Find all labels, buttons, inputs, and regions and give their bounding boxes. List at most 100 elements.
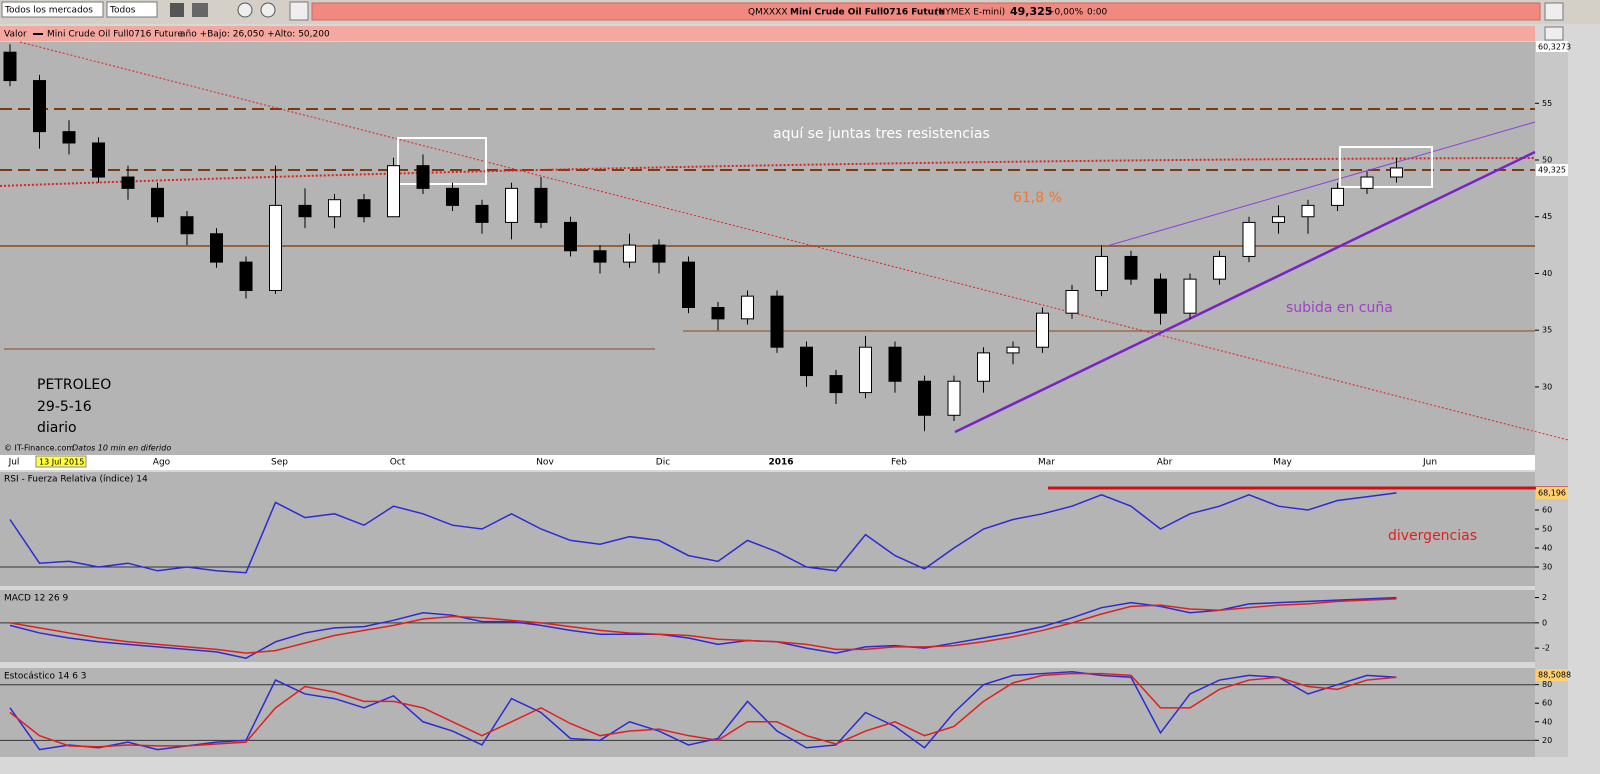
candle-body (3, 51, 17, 82)
candle-body (357, 199, 371, 218)
x-tick-label: Abr (1157, 458, 1173, 468)
candle-body (121, 176, 135, 189)
info-button[interactable] (260, 2, 276, 18)
close-button[interactable] (1544, 26, 1564, 41)
candle-body (62, 131, 76, 144)
panel-title: MACD 12 26 9 (4, 594, 68, 604)
change: +0,00% (1047, 8, 1084, 18)
cursor-box (35, 455, 87, 468)
tool-button[interactable] (1544, 2, 1564, 21)
candle-body (239, 261, 253, 291)
source-note: Datos 10 min en diferido (72, 444, 171, 453)
candle-body (33, 80, 46, 133)
last-label: 88,5088 (1538, 671, 1571, 680)
candle-body (328, 199, 341, 218)
candle-body (92, 142, 105, 178)
candle-body (741, 295, 754, 320)
y-tick-label: 40 (1542, 269, 1552, 278)
y-tick-label: 60 (1542, 506, 1552, 515)
wedge-lower (954, 150, 1536, 434)
candle-body (770, 295, 784, 348)
exchange: (NYMEX E-mini) (935, 8, 1005, 18)
x-tick-label: Jul (8, 458, 20, 468)
market-select[interactable] (1, 1, 104, 18)
candle-body (1331, 187, 1344, 206)
y-tick-label: 35 (1542, 326, 1552, 335)
x-tick-label: Feb (891, 458, 907, 468)
y-tick-label: 50 (1542, 525, 1552, 534)
panel-title: RSI - Fuerza Relativa (índice) 14 (4, 475, 148, 485)
y-tick-label: 30 (1542, 382, 1552, 391)
candle-body (1272, 216, 1285, 223)
value-box (1536, 669, 1568, 681)
cursor-label: 13 Jul 2015 (39, 458, 84, 467)
candle-body (593, 250, 607, 263)
last-label: 68,196 (1538, 489, 1566, 498)
strip-range: año +Bajo: 26,050 +Alto: 50,200 (180, 30, 330, 40)
panel-title: Estocástico 14 6 3 (4, 672, 87, 682)
candle-body (151, 187, 164, 218)
annotation: aquí se juntas tres resistencias (773, 126, 990, 142)
candle-body (947, 380, 961, 416)
candle-body (1301, 204, 1315, 218)
candle-body (1036, 312, 1049, 348)
print-button[interactable] (192, 3, 208, 17)
y-tick-label: 2 (1542, 593, 1547, 602)
indicator-line (9, 670, 1397, 751)
annotation: 29-5-16 (37, 399, 92, 415)
candle-body (888, 346, 902, 382)
price-panel (0, 42, 1535, 455)
x-tick-label: Dic (656, 458, 670, 468)
fib-line (0, 157, 1536, 187)
value-box (1536, 164, 1568, 176)
candle-body (298, 204, 312, 218)
value-box (1536, 41, 1568, 52)
candle-body (1006, 346, 1020, 354)
candle-body (534, 187, 548, 223)
y-tick-label: 50 (1542, 156, 1552, 165)
title-bar (311, 2, 1541, 21)
x-tick-label: Ago (153, 458, 171, 468)
symbol: QMXXXX (748, 8, 788, 18)
last-price: 49,325 (1010, 5, 1052, 18)
filter-select[interactable] (106, 1, 158, 18)
annotation: 61,8 % (1013, 190, 1062, 206)
highlight-box (1339, 146, 1433, 188)
candle-body (387, 165, 400, 218)
candle-body (1242, 221, 1256, 257)
drawings (0, 41, 1569, 490)
candle-body (505, 187, 518, 223)
annotation: subida en cuña (1286, 300, 1393, 316)
x-tick-label: Sep (271, 458, 288, 468)
y-tick-label: 20 (1542, 736, 1552, 745)
market-select-text: Todos los mercados (4, 6, 93, 16)
last-label: 49,325 (1538, 166, 1566, 175)
y-tick-label: 60 (1542, 699, 1552, 708)
value-axis (1535, 42, 1568, 757)
candle-body (1213, 255, 1226, 280)
filter-select-text: Todos (109, 6, 136, 16)
candle-body (977, 352, 990, 382)
candle-body (416, 165, 430, 189)
strip-instrument: Mini Crude Oil Full0716 Future (47, 30, 183, 40)
y-tick-label: 45 (1542, 212, 1552, 221)
help-button[interactable] (237, 2, 253, 18)
y-tick-label: 30 (1542, 563, 1552, 572)
candle-body (652, 244, 666, 263)
value-box (1536, 487, 1568, 499)
candle-body (1183, 278, 1197, 314)
candle-body (564, 221, 577, 252)
annotation: PETROLEO (37, 377, 111, 393)
indicator-line (9, 598, 1397, 654)
candle-body (269, 204, 282, 291)
annotation: divergencias (1388, 528, 1477, 544)
candle-body (1154, 278, 1167, 314)
y-tick-label: 55 (1542, 99, 1552, 108)
save-button[interactable] (170, 3, 184, 17)
annotation: diario (37, 420, 77, 436)
chart-button[interactable] (289, 1, 309, 21)
candle-body (682, 261, 695, 309)
candle-body (829, 375, 843, 394)
x-tick-label: Nov (536, 458, 554, 468)
